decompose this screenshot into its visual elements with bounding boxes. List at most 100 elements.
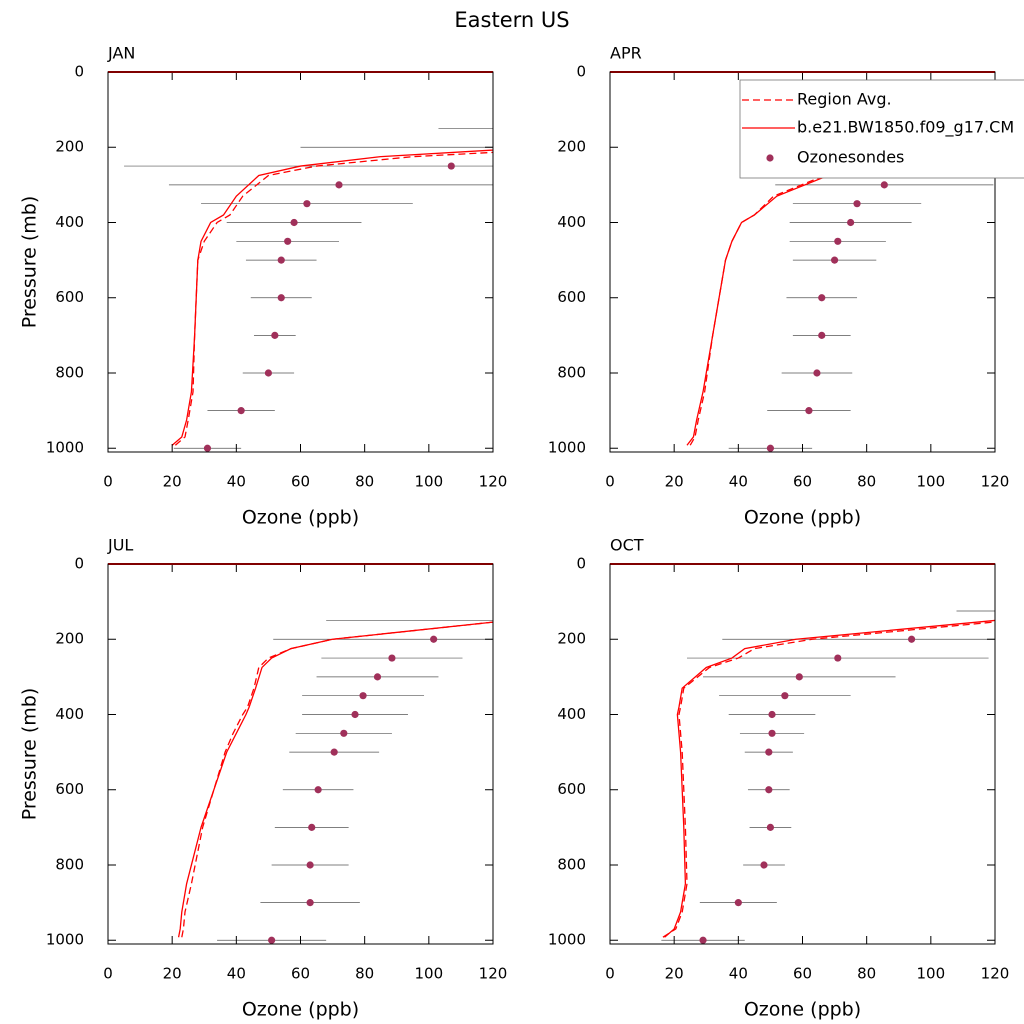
panel-title: APR (610, 44, 642, 63)
y-tick-label: 800 (55, 855, 84, 873)
y-tick-label: 400 (557, 705, 586, 723)
profile-line (171, 149, 493, 446)
legend-label: b.e21.BW1850.f09_g17.CM (797, 118, 1014, 138)
x-tick-label: 0 (103, 473, 113, 491)
y-tick-label: 800 (557, 855, 586, 873)
frame (609, 71, 996, 453)
sonde-point (308, 823, 316, 831)
x-axis-label: Ozone (ppb) (242, 999, 359, 1021)
y-tick-label: 600 (55, 780, 84, 798)
legend-label: Ozonesondes (797, 148, 904, 167)
profile-line (664, 619, 995, 938)
y-tick-label: 400 (55, 213, 84, 231)
x-tick-label: 20 (163, 473, 182, 491)
sonde-point (303, 200, 311, 208)
sonde-point (290, 218, 298, 227)
sonde-point (781, 692, 789, 700)
sonde-point (834, 237, 842, 245)
sonde-point (818, 294, 826, 302)
x-tick-label: 40 (227, 473, 246, 491)
profile-line (181, 621, 493, 938)
sonde-point (335, 181, 343, 189)
sonde-point (768, 710, 776, 719)
y-tick-label: 0 (74, 555, 84, 573)
frame (609, 563, 996, 945)
sonde-point (277, 294, 285, 302)
sonde-point (340, 729, 348, 737)
legend-box (739, 79, 1024, 179)
x-tick-label: 80 (857, 965, 876, 983)
y-tick-label: 200 (557, 138, 586, 156)
sonde-point (351, 710, 359, 719)
panel-title: JUL (107, 536, 133, 555)
x-tick-label: 20 (665, 965, 684, 983)
y-tick-label: 1000 (46, 931, 84, 949)
y-tick-label: 800 (557, 363, 586, 381)
sonde-point (818, 331, 826, 339)
y-tick-label: 1000 (548, 931, 586, 949)
sonde-point (268, 936, 276, 944)
y-tick-label: 200 (55, 630, 84, 648)
x-tick-label: 20 (665, 473, 684, 491)
x-tick-label: 80 (355, 965, 374, 983)
frame (107, 71, 494, 453)
sonde-point (306, 899, 314, 907)
x-tick-label: 60 (291, 965, 310, 983)
y-tick-label: 800 (55, 363, 84, 381)
sonde-point (847, 218, 855, 227)
sonde-point (760, 861, 768, 869)
x-tick-label: 100 (917, 473, 946, 491)
y-axis-label: Pressure (mb) (19, 688, 41, 821)
sonde-point (271, 331, 279, 339)
y-tick-label: 400 (557, 213, 586, 231)
sonde-point (768, 729, 776, 737)
x-axis-label: Ozone (ppb) (242, 507, 359, 529)
y-tick-label: 600 (55, 288, 84, 306)
sonde-point (766, 444, 775, 452)
x-tick-label: 80 (355, 473, 374, 491)
x-axis-label: Ozone (ppb) (744, 999, 861, 1021)
x-tick-label: 60 (793, 473, 812, 491)
y-tick-label: 1000 (46, 439, 84, 457)
sonde-point (388, 654, 396, 662)
y-tick-label: 0 (576, 63, 586, 81)
sonde-point (314, 786, 322, 794)
plot-area (177, 617, 528, 944)
sonde-point (430, 635, 438, 643)
x-tick-label: 60 (291, 473, 310, 491)
x-tick-label: 40 (729, 473, 748, 491)
y-tick-label: 400 (55, 705, 84, 723)
x-tick-label: 80 (857, 473, 876, 491)
sonde-point (521, 617, 528, 624)
sonde-point (373, 673, 382, 681)
sonde-point (765, 786, 773, 794)
sonde-point (264, 369, 273, 377)
profile-line (686, 162, 995, 446)
plot-area (124, 128, 689, 452)
panel-title: JAN (107, 44, 135, 63)
x-tick-label: 60 (793, 965, 812, 983)
x-axis-label: Ozone (ppb) (744, 507, 861, 529)
sonde-point (203, 444, 212, 452)
sonde-point (330, 748, 338, 756)
panel-title: OCT (610, 536, 644, 555)
sonde-point (907, 635, 916, 643)
x-tick-label: 120 (479, 473, 508, 491)
x-tick-label: 100 (415, 473, 444, 491)
sonde-point (734, 899, 742, 907)
sonde-point (682, 144, 689, 151)
sonde-point (830, 256, 839, 264)
y-axis-label: Pressure (mb) (19, 196, 41, 329)
x-tick-label: 120 (981, 473, 1010, 491)
sonde-point (284, 237, 292, 245)
sonde-point (766, 823, 775, 831)
sonde-point (795, 673, 803, 681)
y-tick-label: 200 (55, 138, 84, 156)
sonde-point (813, 369, 821, 377)
x-tick-label: 40 (227, 965, 246, 983)
sonde-point (834, 654, 842, 662)
x-tick-label: 120 (981, 965, 1010, 983)
x-tick-label: 0 (605, 473, 615, 491)
